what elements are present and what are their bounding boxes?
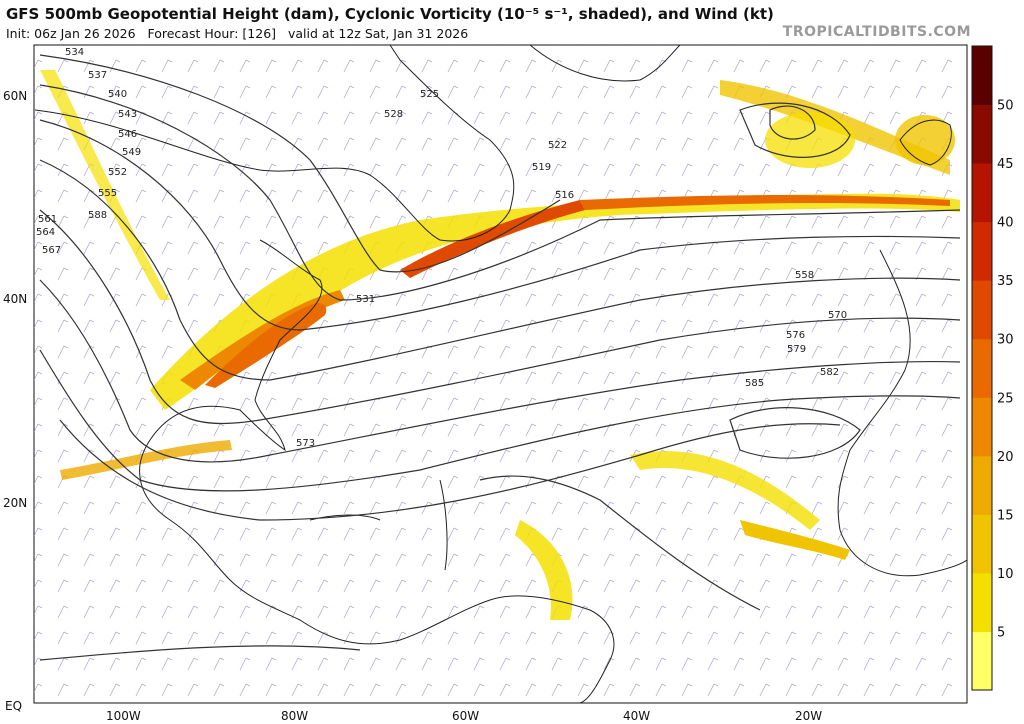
colorbar-segment bbox=[972, 280, 992, 340]
lat-label: 60N bbox=[3, 89, 27, 103]
height-label: 522 bbox=[548, 140, 567, 151]
coastlines bbox=[34, 45, 967, 703]
lon-label: 60W bbox=[452, 709, 479, 723]
height-label: 534 bbox=[65, 47, 84, 58]
lon-label: 20W bbox=[795, 709, 822, 723]
height-label: 552 bbox=[108, 167, 127, 178]
height-label: 564 bbox=[36, 227, 55, 238]
height-label: 519 bbox=[532, 162, 551, 173]
vorticity-colorbar: 5 10 15 20 25 30 35 40 45 50 bbox=[971, 45, 1014, 691]
colorbar-tick-label: 15 bbox=[997, 508, 1014, 523]
forecast-hour: Forecast Hour: [126] bbox=[147, 26, 277, 41]
colorbar-tick-label: 20 bbox=[997, 450, 1014, 465]
colorbar-segment bbox=[972, 397, 992, 457]
colorbar-segment bbox=[972, 104, 992, 164]
map-title: GFS 500mb Geopotential Height (dam), Cyc… bbox=[6, 5, 774, 23]
lat-label: 20N bbox=[3, 496, 27, 510]
latitude-labels: 60N 40N 20N EQ bbox=[3, 89, 27, 713]
height-label: 585 bbox=[745, 378, 764, 389]
colorbar-segment bbox=[972, 46, 992, 106]
colorbar-tick-label: 40 bbox=[997, 216, 1014, 231]
colorbar-segment bbox=[972, 163, 992, 223]
height-label: 528 bbox=[384, 109, 403, 120]
colorbar-tick-label: 25 bbox=[997, 391, 1014, 406]
valid-time: valid at 12z Sat, Jan 31 2026 bbox=[287, 26, 469, 41]
colorbar-segment bbox=[972, 221, 992, 281]
height-label: 588 bbox=[88, 210, 107, 221]
height-label: 543 bbox=[118, 109, 137, 120]
colorbar-tick-label: 30 bbox=[997, 333, 1014, 348]
colorbar-tick-label: 45 bbox=[997, 157, 1014, 172]
lon-label: 40W bbox=[623, 709, 650, 723]
colorbar-segment bbox=[972, 631, 992, 691]
init-time: Init: 06z Jan 26 2026 bbox=[6, 26, 136, 41]
colorbar-segment bbox=[972, 514, 992, 574]
height-label: 558 bbox=[795, 270, 814, 281]
brand-watermark: TROPICALTIDBITS.COM bbox=[782, 24, 971, 40]
height-label: 537 bbox=[88, 70, 107, 81]
lat-label: 40N bbox=[3, 292, 27, 306]
height-label: 576 bbox=[786, 330, 805, 341]
height-label: 540 bbox=[108, 89, 127, 100]
height-label: 525 bbox=[420, 89, 439, 100]
height-label: 531 bbox=[356, 294, 375, 305]
colorbar-segment bbox=[972, 338, 992, 398]
height-label: 546 bbox=[118, 129, 137, 140]
colorbar-segment bbox=[972, 572, 992, 632]
map-subtitle: Init: 06z Jan 26 2026 Forecast Hour: [12… bbox=[6, 26, 468, 41]
colorbar-tick-label: 50 bbox=[997, 99, 1014, 114]
colorbar-tick-label: 5 bbox=[997, 625, 1005, 640]
height-label: 579 bbox=[787, 344, 806, 355]
colorbar-tick-label: 35 bbox=[997, 274, 1014, 289]
height-label: 516 bbox=[555, 190, 574, 201]
height-label: 567 bbox=[42, 245, 61, 256]
lon-label: 80W bbox=[281, 709, 308, 723]
lat-label: EQ bbox=[5, 699, 22, 713]
height-label: 570 bbox=[828, 310, 847, 321]
longitude-labels: 100W 80W 60W 40W 20W bbox=[106, 709, 822, 723]
height-label: 561 bbox=[38, 214, 57, 225]
height-label: 573 bbox=[296, 438, 315, 449]
height-contours bbox=[39, 54, 961, 661]
colorbar-frame bbox=[971, 45, 993, 691]
height-label: 549 bbox=[122, 147, 141, 158]
lon-label: 100W bbox=[106, 709, 141, 723]
height-label: 582 bbox=[820, 367, 839, 378]
height-labels: 534 537 540 543 546 549 552 555 561 564 … bbox=[36, 47, 847, 449]
colorbar-tick-label: 10 bbox=[997, 567, 1014, 582]
height-label: 555 bbox=[98, 188, 117, 199]
colorbar-segment bbox=[972, 455, 992, 515]
